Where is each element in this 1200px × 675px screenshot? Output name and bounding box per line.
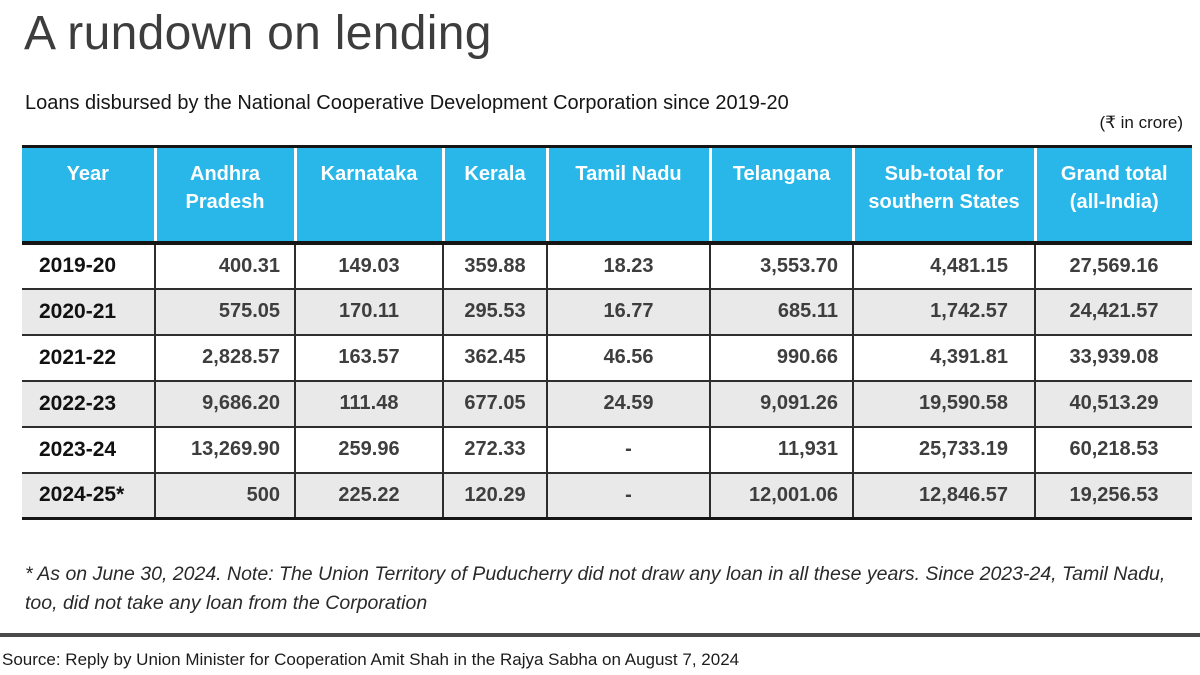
footnote: * As on June 30, 2024. Note: The Union T… [25,563,1166,615]
value-cell: 575.05 [154,287,295,335]
value-cell: 12,001.06 [709,471,853,520]
table-row: 2024-25* 500 225.22 120.29-12,001.06 12,846.… [22,471,1192,520]
value-cell: 9,091.26 [709,379,853,427]
table-body: 2019-20 400.31 149.03 359.88 18.23 3,553.70 4,… [22,242,1192,520]
value-cell: 500 [154,471,295,520]
value-cell: 9,686.20 [154,379,295,427]
value-cell: 272.33 [442,425,547,473]
value-cell: 149.03 [294,242,443,289]
divider-line [0,633,1200,637]
value-cell: 990.66 [709,333,853,381]
column-header: Sub-total for southern States [851,145,1035,245]
value-cell: 259.96 [294,425,443,473]
unit-note: (₹ in crore) [1099,113,1183,132]
column-header: Year [22,145,155,245]
value-cell: 60,218.53 [1034,425,1192,473]
value-cell: 1,742.57 [852,287,1035,335]
column-header: Kerala [441,145,547,245]
value-cell: 27,569.16 [1034,242,1192,289]
year-cell: 2024-25* [22,471,155,520]
value-cell: 25,733.19 [852,425,1035,473]
column-header: Andhra Pradesh [153,145,295,245]
value-cell: 685.11 [709,287,853,335]
value-cell: - [546,425,710,473]
value-cell: 4,481.15 [852,242,1035,289]
page-title: A rundown on lending [24,7,492,60]
value-cell: 33,939.08 [1034,333,1192,381]
value-cell: 24,421.57 [1034,287,1192,335]
value-cell: 163.57 [294,333,443,381]
value-cell: 24.59 [546,379,710,427]
value-cell: 170.11 [294,287,443,335]
year-cell: 2022-23 [22,379,155,427]
value-cell: 16.77 [546,287,710,335]
year-cell: 2020-21 [22,287,155,335]
year-cell: 2019-20 [22,242,155,289]
value-cell: - [546,471,710,520]
year-cell: 2023-24 [22,425,155,473]
column-header: Karnataka [293,145,443,245]
value-cell: 4,391.81 [852,333,1035,381]
column-header: Tamil Nadu [545,145,710,245]
column-header: Grand total (all-India) [1033,145,1192,245]
table-row: 2023-24 13,269.90 259.96 272.33-11,931 25,73… [22,425,1192,473]
value-cell: 3,553.70 [709,242,853,289]
year-cell: 2021-22 [22,333,155,381]
value-cell: 11,931 [709,425,853,473]
value-cell: 225.22 [294,471,443,520]
value-cell: 19,256.53 [1034,471,1192,520]
value-cell: 19,590.58 [852,379,1035,427]
value-cell: 46.56 [546,333,710,381]
lending-table: Year Andhra Pradesh Karnataka Kerala Tamil N… [22,145,1192,520]
value-cell: 677.05 [442,379,547,427]
header-row: Year Andhra Pradesh Karnataka Kerala Tamil N… [22,145,1192,245]
value-cell: 13,269.90 [154,425,295,473]
value-cell: 400.31 [154,242,295,289]
value-cell: 2,828.57 [154,333,295,381]
table-row: 2020-21 575.05 170.11 295.53 16.77 685.11 1,74… [22,287,1192,335]
value-cell: 120.29 [442,471,547,520]
column-header: Telangana [708,145,853,245]
value-cell: 18.23 [546,242,710,289]
value-cell: 111.48 [294,379,443,427]
table-row: 2022-23 9,686.20 111.48 677.05 24.59 9,091.26… [22,379,1192,427]
table-row: 2019-20 400.31 149.03 359.88 18.23 3,553.70 4,… [22,242,1192,289]
value-cell: 295.53 [442,287,547,335]
table-row: 2021-22 2,828.57 163.57 362.45 46.56 990.66 4,… [22,333,1192,381]
value-cell: 40,513.29 [1034,379,1192,427]
page-subtitle: Loans disbursed by the National Cooperat… [25,92,789,114]
value-cell: 362.45 [442,333,547,381]
value-cell: 12,846.57 [852,471,1035,520]
value-cell: 359.88 [442,242,547,289]
source-line: Source: Reply by Union Minister for Coop… [2,650,740,669]
